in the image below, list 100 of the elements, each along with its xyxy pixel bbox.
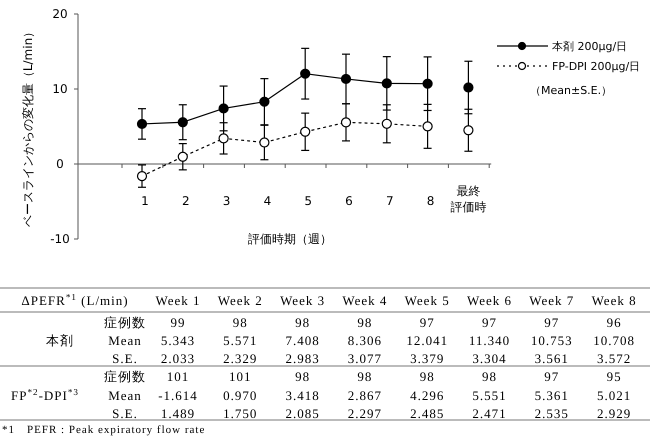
x-axis-title: 評価時期（週） [248, 232, 332, 246]
text: 1.750 [223, 406, 258, 421]
text: 98 [295, 315, 310, 330]
text: 3.561 [534, 351, 569, 366]
text: Week 5 [404, 293, 450, 308]
point [340, 117, 352, 128]
point [422, 121, 433, 132]
text: Week 1 [155, 293, 201, 308]
point [382, 118, 392, 129]
text: Week 6 [466, 293, 512, 308]
text: 2.297 [348, 406, 382, 421]
point [218, 103, 229, 114]
y-tick-label: -10 [50, 232, 70, 246]
text: S.E. [112, 351, 138, 366]
x-tick-label: 最終評価時 [450, 184, 486, 214]
text: 2.535 [534, 406, 569, 421]
text: 8.306 [348, 333, 382, 348]
text: 98 [232, 315, 248, 330]
y-axis-title: ベースラインからの変化量（L/min） [21, 26, 35, 228]
x-tick-label: 3 [222, 194, 230, 208]
text: 3.418 [285, 388, 320, 403]
text: 98 [420, 369, 435, 384]
text: 2.983 [285, 351, 320, 366]
point [382, 78, 392, 88]
text: 10.753 [530, 333, 573, 348]
text: 5.571 [223, 333, 258, 348]
text: S.E. [112, 406, 138, 421]
point [136, 171, 148, 182]
y-tick-label: 10 [52, 82, 68, 96]
x-tick-label: 8 [426, 194, 434, 208]
text: 97 [420, 315, 435, 330]
text: 2.471 [472, 406, 507, 421]
text: 3.572 [596, 351, 632, 366]
text: FP$^{*2}$-DPI$^{*3}$ [11, 387, 79, 403]
text: 96 [606, 315, 622, 330]
text: 2.033 [160, 351, 196, 366]
text: 本剤 [46, 333, 74, 348]
text: 12.041 [406, 333, 448, 348]
y-tick-label: 0 [56, 157, 64, 171]
text: 11.340 [468, 333, 510, 348]
text: 5.343 [160, 333, 196, 348]
text: 101 [229, 369, 252, 384]
y-tick-label: 20 [52, 7, 68, 21]
text: 99 [170, 315, 186, 330]
text: 3.379 [410, 351, 444, 366]
point [422, 78, 433, 89]
point [259, 96, 270, 107]
point [300, 126, 310, 137]
x-tick-label: 4 [264, 194, 272, 208]
text: 3.077 [348, 351, 382, 366]
legend-label: 本剤 200μg/日 [552, 40, 628, 53]
text: Week 4 [342, 293, 388, 308]
text: 7.408 [285, 333, 320, 348]
point [300, 68, 310, 79]
text: 98 [357, 369, 372, 384]
x-tick-label: 5 [304, 194, 312, 208]
text: 98 [357, 315, 372, 330]
text: ΔPEFR$^{*1}$ (L/min) [21, 292, 129, 308]
point [259, 137, 270, 148]
text: 1.489 [160, 406, 196, 421]
x-tick-label: 1 [141, 194, 149, 208]
text: 5.551 [472, 388, 507, 403]
point [178, 117, 188, 128]
text: 2.085 [285, 406, 320, 421]
text: 4.296 [410, 388, 444, 403]
text: 98 [482, 369, 497, 384]
text: Week 8 [592, 293, 637, 308]
legend-label: FP-DPI 200μg/日 [552, 60, 640, 73]
text: 10.708 [593, 333, 635, 348]
text: 症例数 [104, 315, 146, 330]
point [218, 133, 229, 144]
text: Week 3 [280, 293, 326, 308]
x-tick-label: 6 [345, 194, 353, 208]
x-tick-label: 2 [182, 194, 190, 208]
text: 2.485 [410, 406, 444, 421]
text: 5.021 [596, 388, 632, 403]
text: 95 [606, 369, 622, 384]
text: 97 [544, 315, 560, 330]
text: Week 2 [218, 293, 263, 308]
text: -1.614 [158, 388, 198, 403]
text: 3.304 [472, 351, 507, 366]
text: 5.361 [534, 388, 569, 403]
text: （Mean±S.E.） [530, 84, 612, 97]
text: 0.970 [223, 388, 258, 403]
text: 97 [482, 315, 497, 330]
text: *1 PEFR : Peak expiratory flow rate [2, 424, 206, 436]
text: 2.867 [348, 388, 382, 403]
point [178, 152, 188, 162]
text: Mean [108, 388, 142, 403]
x-tick-label: 7 [386, 194, 394, 208]
text: 101 [166, 369, 190, 384]
text: 症例数 [104, 369, 146, 384]
text: 98 [295, 369, 310, 384]
point [340, 74, 352, 84]
text: 2.929 [596, 406, 632, 421]
text: Week 7 [529, 293, 574, 308]
text: 97 [544, 369, 560, 384]
text: Mean [108, 333, 142, 348]
point [136, 118, 148, 130]
text: 2.329 [223, 351, 258, 366]
